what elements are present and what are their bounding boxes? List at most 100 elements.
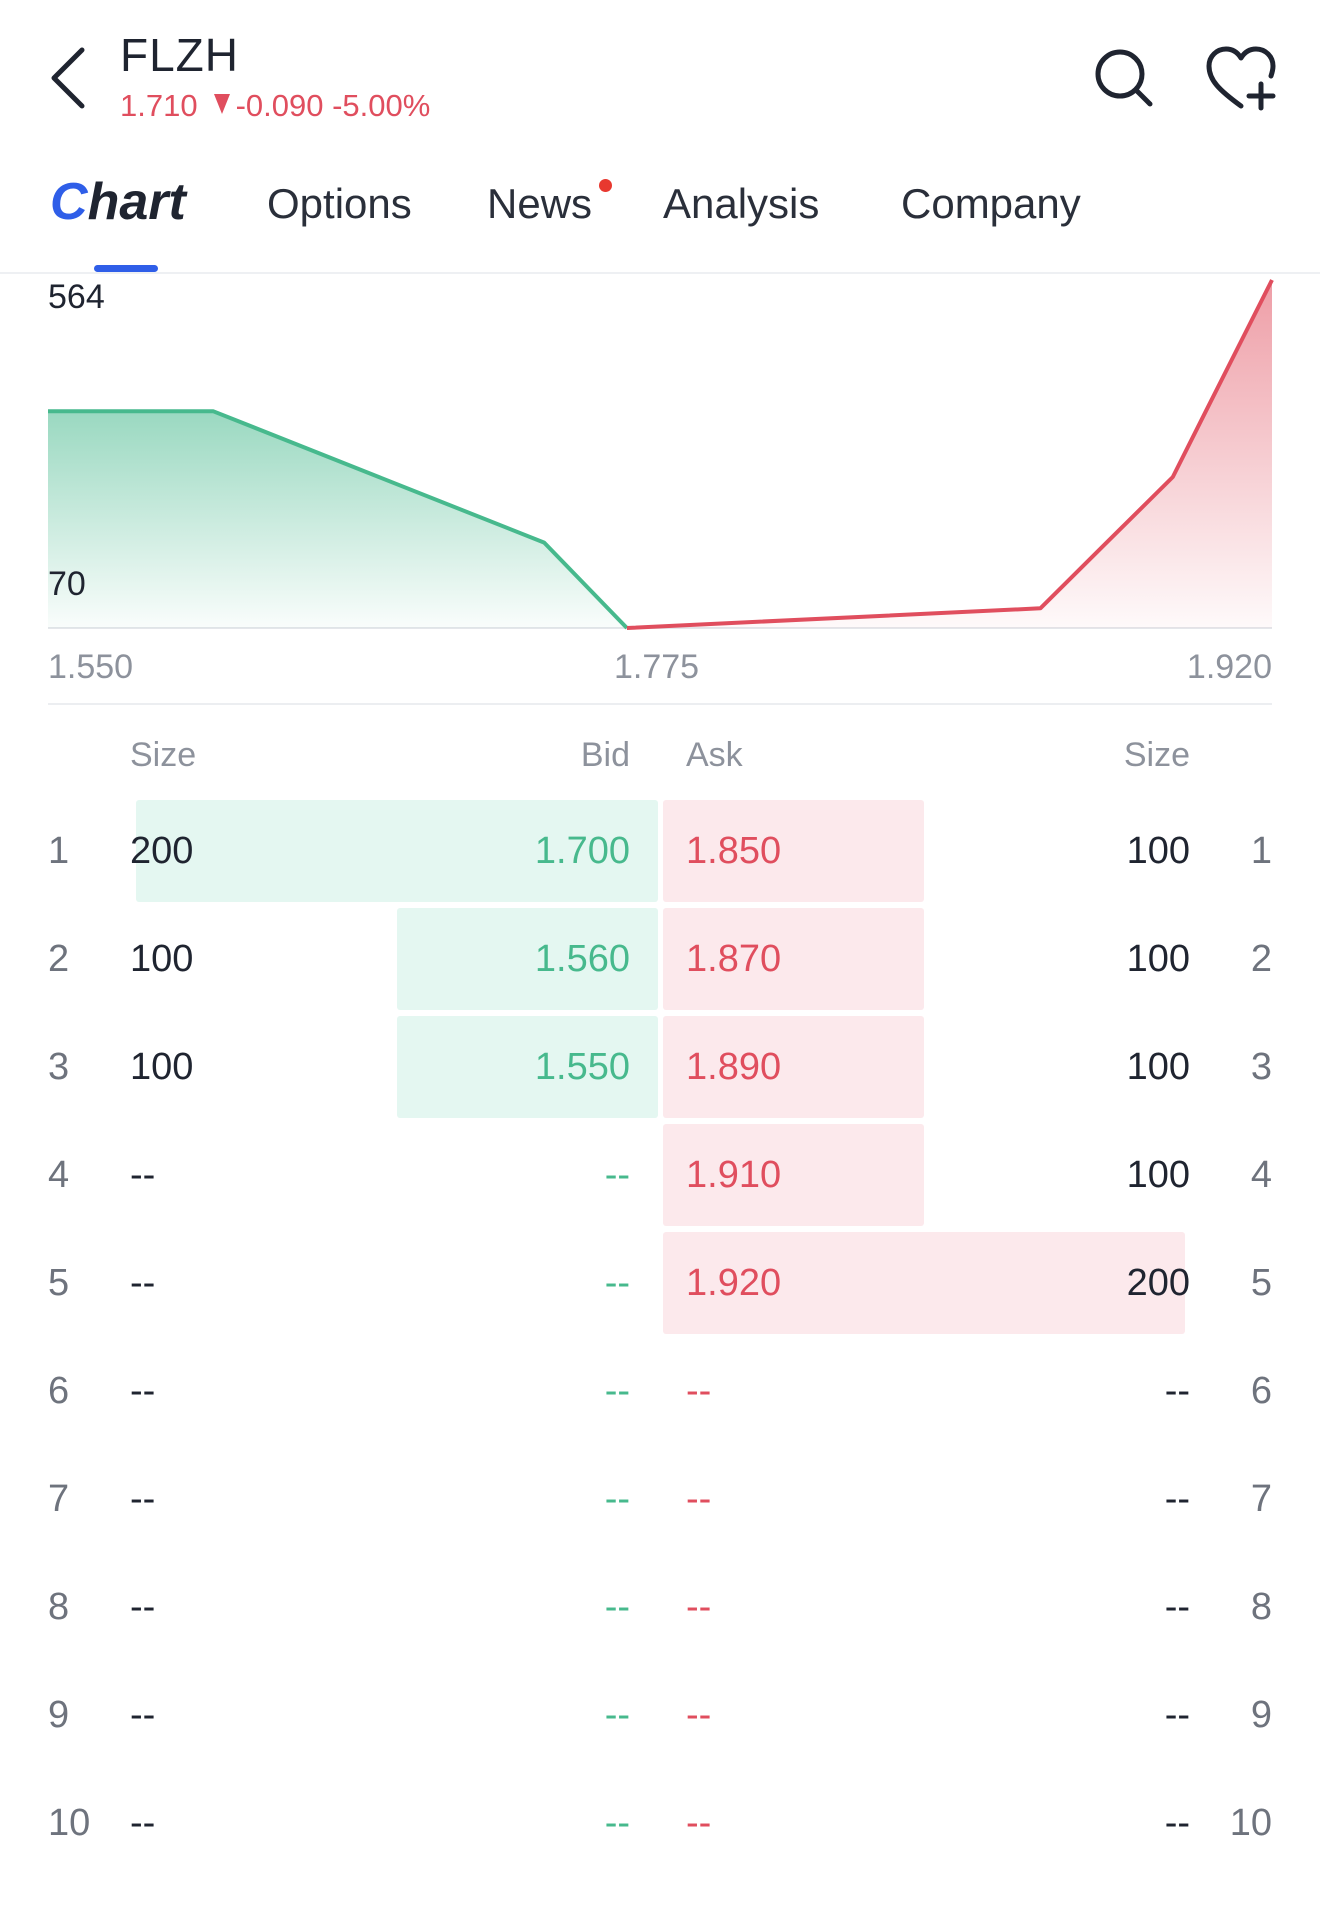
ask-level: 9 — [1250, 1694, 1272, 1736]
bid-depth-line — [48, 409, 629, 630]
book-row[interactable]: 10 -- -- -- -- 10 — [0, 1772, 1320, 1880]
ask-price: -- — [686, 1694, 712, 1736]
back-button[interactable] — [40, 38, 100, 118]
bid-size: -- — [130, 1154, 156, 1196]
bid-size: -- — [130, 1586, 156, 1628]
ask-level: 1 — [1250, 830, 1272, 872]
bid-price: -- — [604, 1586, 630, 1628]
book-row[interactable]: 4 -- -- 1.910 100 4 — [0, 1124, 1320, 1232]
ask-level: 8 — [1250, 1586, 1272, 1628]
depth-chart — [48, 279, 1274, 630]
ask-price: -- — [686, 1802, 712, 1844]
bid-size: -- — [130, 1262, 156, 1304]
ask-level: 10 — [1229, 1802, 1272, 1844]
book-row[interactable]: 1 200 1.700 1.850 100 1 — [0, 800, 1320, 908]
x-tick-label: 1.920 — [1186, 648, 1272, 686]
bid-level: 7 — [48, 1478, 70, 1520]
down-arrow-icon — [213, 94, 230, 114]
x-tick-label: 1.550 — [48, 648, 134, 686]
bid-level: 6 — [48, 1370, 70, 1412]
bid-level: 10 — [48, 1802, 91, 1844]
book-row[interactable]: 3 100 1.550 1.890 100 3 — [0, 1016, 1320, 1124]
bid-level: 9 — [48, 1694, 70, 1736]
last-price: 1.710 — [120, 88, 198, 123]
ask-size: 200 — [1126, 1262, 1190, 1304]
bid-price: 1.700 — [534, 830, 630, 872]
bid-level: 8 — [48, 1586, 70, 1628]
ask-header: Ask — [686, 736, 743, 774]
quote-line: 1.710 -0.090 -5.00% — [120, 88, 430, 124]
ask-size: 100 — [1126, 830, 1190, 872]
tab-chart-rest: hart — [87, 173, 186, 231]
ask-level: 5 — [1250, 1262, 1272, 1304]
ask-size: -- — [1164, 1694, 1190, 1736]
bid-price: -- — [604, 1694, 630, 1736]
add-to-watchlist-button[interactable] — [1205, 44, 1281, 114]
ask-size-bar — [663, 1124, 924, 1226]
ask-price: 1.850 — [686, 830, 782, 872]
bid-size-bar — [397, 1016, 658, 1118]
bid-size: -- — [130, 1478, 156, 1520]
search-icon — [1095, 49, 1153, 107]
book-row[interactable]: 7 -- -- -- -- 7 — [0, 1448, 1320, 1556]
price-change-percent: -5.00% — [332, 88, 431, 123]
book-row[interactable]: 6 -- -- -- -- 6 — [0, 1340, 1320, 1448]
book-row[interactable]: 8 -- -- -- -- 8 — [0, 1556, 1320, 1664]
bid-size: 100 — [130, 1046, 194, 1088]
ask-size-bar — [663, 1016, 924, 1118]
book-row[interactable]: 2 100 1.560 1.870 100 2 — [0, 908, 1320, 1016]
bid-size-header: Size — [130, 736, 197, 774]
ask-size: 100 — [1126, 1154, 1190, 1196]
bid-level: 4 — [48, 1154, 70, 1196]
tab-news[interactable]: News — [487, 180, 593, 227]
bid-price: 1.560 — [534, 938, 630, 980]
ask-size-bar — [663, 1232, 1185, 1334]
bid-price: 1.550 — [534, 1046, 630, 1088]
ask-size-header: Size — [1123, 736, 1190, 774]
ticker-symbol: FLZH — [120, 29, 239, 81]
bid-header: Bid — [580, 736, 630, 774]
ask-level: 2 — [1250, 938, 1272, 980]
bid-size: -- — [130, 1802, 156, 1844]
ask-size: -- — [1164, 1370, 1190, 1412]
search-button[interactable] — [1090, 44, 1160, 114]
tab-options[interactable]: Options — [267, 180, 412, 227]
ask-price: 1.910 — [686, 1154, 782, 1196]
tab-analysis[interactable]: Analysis — [663, 180, 820, 227]
ask-depth-area — [626, 280, 1272, 628]
tab-chart[interactable]: Chart — [50, 172, 186, 232]
news-notification-dot — [599, 179, 612, 192]
ask-level: 6 — [1250, 1370, 1272, 1412]
ask-size: 100 — [1126, 938, 1190, 980]
ask-size: -- — [1164, 1586, 1190, 1628]
y-max-label: 564 — [48, 278, 105, 316]
book-row[interactable]: 5 -- -- 1.920 200 5 — [0, 1232, 1320, 1340]
active-tab-indicator — [94, 265, 158, 272]
tab-divider — [0, 272, 1320, 274]
ask-price: -- — [686, 1370, 712, 1412]
heart-plus-icon — [1206, 46, 1276, 111]
ask-level: 3 — [1250, 1046, 1272, 1088]
book-row[interactable]: 9 -- -- -- -- 9 — [0, 1664, 1320, 1772]
bid-level: 1 — [48, 830, 70, 872]
ask-size: 100 — [1126, 1046, 1190, 1088]
ask-size: -- — [1164, 1802, 1190, 1844]
tab-chart-initial: C — [50, 173, 88, 231]
bid-price: -- — [604, 1478, 630, 1520]
ask-price: 1.870 — [686, 938, 782, 980]
ask-price: -- — [686, 1478, 712, 1520]
bid-price: -- — [604, 1370, 630, 1412]
ask-price: 1.920 — [686, 1262, 782, 1304]
ask-price: 1.890 — [686, 1046, 782, 1088]
bid-size-bar — [136, 800, 658, 902]
bid-price: -- — [604, 1154, 630, 1196]
bid-size: -- — [130, 1370, 156, 1412]
bid-depth-area — [48, 411, 627, 628]
ask-size-bar — [663, 908, 924, 1010]
bid-size: -- — [130, 1694, 156, 1736]
ask-size: -- — [1164, 1478, 1190, 1520]
x-tick-label: 1.775 — [614, 648, 700, 686]
tab-company[interactable]: Company — [901, 180, 1081, 227]
price-change: -0.090 — [235, 88, 324, 123]
chart-divider — [48, 703, 1272, 705]
